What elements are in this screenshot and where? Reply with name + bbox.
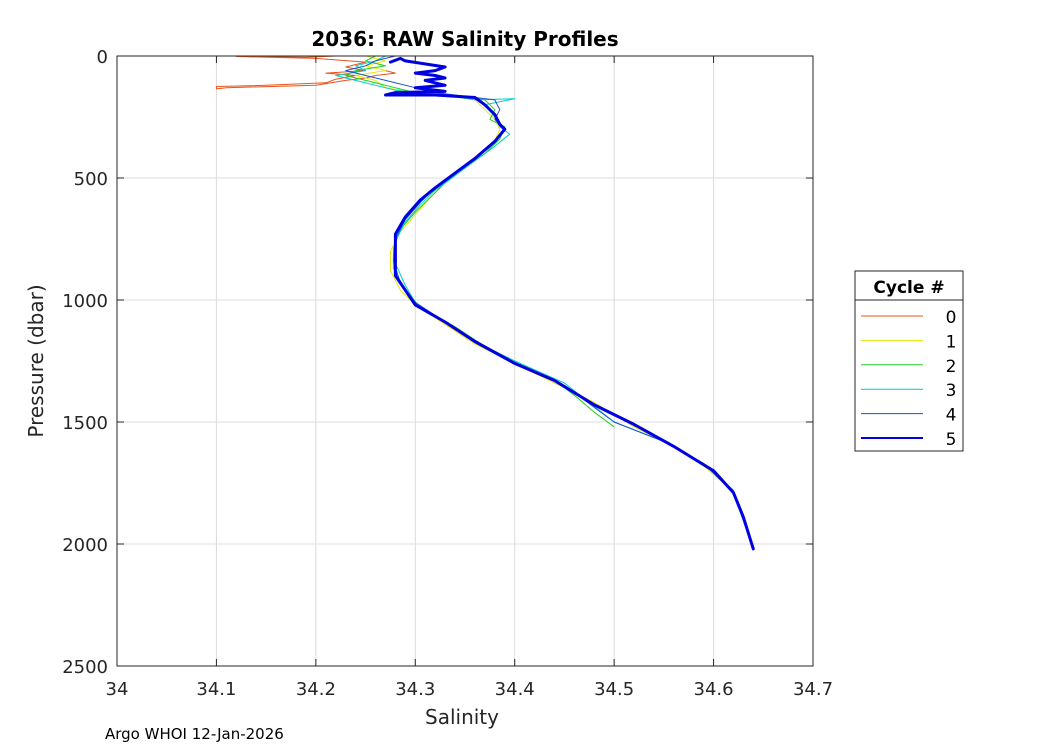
legend-label-cycle-2: 2 [946, 357, 957, 377]
grid [117, 56, 813, 666]
legend-label-cycle-4: 4 [946, 406, 957, 426]
ticks: 34 34.1 34.2 34.3 34.4 34.5 34.6 34.7 0 500 1000 15… [62, 47, 833, 700]
y-tick-label: 2000 [62, 535, 108, 556]
series-line-cycle-3 [335, 55, 754, 550]
legend-label-cycle-0: 0 [946, 308, 957, 328]
series-line-cycle-5 [384, 56, 755, 551]
y-tick-label: 0 [97, 47, 108, 68]
x-tick-label: 34.4 [495, 679, 535, 700]
legend: Cycle # 0 1 2 3 4 5 [854, 270, 964, 452]
legend-title: Cycle # [873, 278, 944, 298]
legend-entries: 0 1 2 3 4 5 [861, 308, 956, 450]
x-tick-label: 34.6 [694, 679, 734, 700]
y-axis-title: Pressure (dbar) [24, 284, 48, 437]
y-tick-label: 500 [74, 169, 108, 190]
x-tick-label: 34 [106, 679, 129, 700]
y-tick-label: 2500 [62, 657, 108, 678]
legend-label-cycle-5: 5 [946, 430, 957, 450]
x-tick-label: 34.5 [594, 679, 634, 700]
x-tick-label: 34.7 [793, 679, 833, 700]
series-line-cycle-4 [345, 55, 754, 550]
y-tick-label: 1000 [62, 291, 108, 312]
axes-box [116, 55, 814, 667]
legend-box [854, 270, 964, 452]
footer-credit: Argo WHOI 12-Jan-2026 [105, 725, 284, 743]
x-axis-title: Salinity [425, 705, 499, 729]
chart-title: 2036: RAW Salinity Profiles [311, 27, 618, 51]
legend-label-cycle-1: 1 [946, 332, 957, 352]
y-tick-label: 1500 [62, 413, 108, 434]
series-line-cycle-1 [355, 55, 724, 484]
legend-label-cycle-3: 3 [946, 381, 957, 401]
series-line-cycle-2 [345, 55, 615, 428]
x-tick-label: 34.3 [395, 679, 435, 700]
series-layer [215, 55, 755, 551]
x-tick-label: 34.2 [296, 679, 336, 700]
x-tick-label: 34.1 [196, 679, 236, 700]
